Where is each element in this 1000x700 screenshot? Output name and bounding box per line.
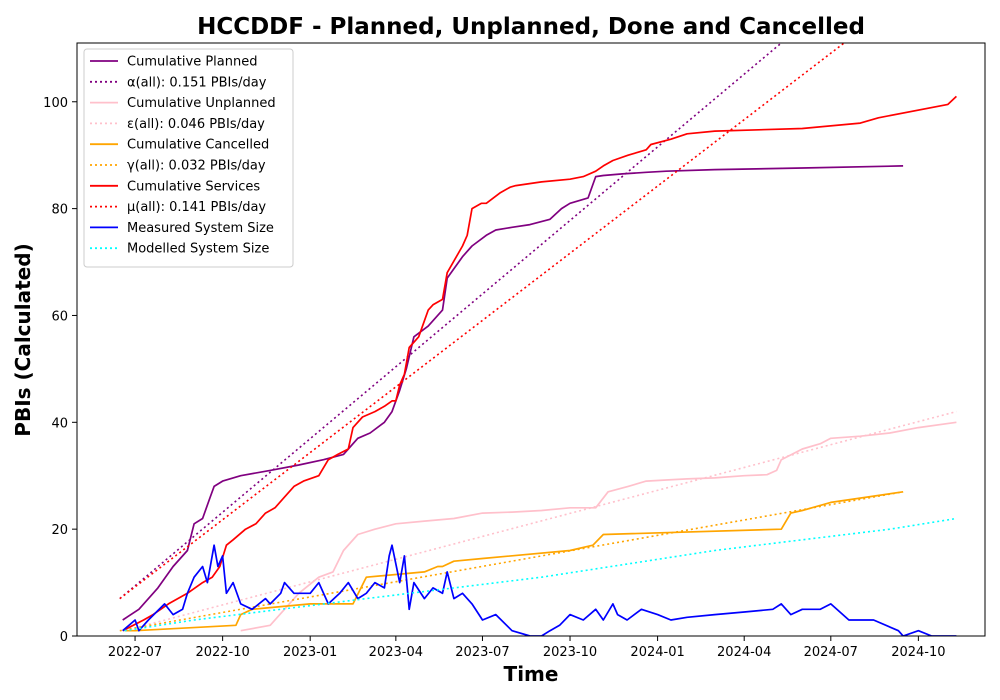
legend-label-cumulative-cancelled: Cumulative Cancelled bbox=[127, 138, 269, 153]
x-tick-label: 2023-10 bbox=[543, 645, 597, 660]
series-line-all-0-151-pbis-day bbox=[119, 43, 782, 600]
series-line-cumulative-unplanned bbox=[240, 421, 957, 632]
x-tick-label: 2022-07 bbox=[108, 645, 162, 660]
legend-box bbox=[83, 48, 294, 268]
legend-label-all-0-032-pbis-day: γ(all): 0.032 PBIs/day bbox=[127, 159, 266, 174]
x-axis-title: Time bbox=[504, 662, 559, 686]
series-line-measured-system-size bbox=[122, 544, 957, 636]
x-tick-label: 2022-10 bbox=[195, 645, 249, 660]
y-tick-label: 40 bbox=[51, 416, 68, 431]
legend-label-all-0-151-pbis-day: α(all): 0.151 PBIs/day bbox=[127, 75, 267, 90]
x-tick-label: 2024-04 bbox=[717, 645, 771, 660]
x-tick-label: 2024-07 bbox=[804, 645, 858, 660]
series-line-cumulative-planned bbox=[122, 165, 904, 621]
legend-label-cumulative-planned: Cumulative Planned bbox=[127, 55, 257, 70]
y-axis: 0 20 40 60 80 100 bbox=[43, 96, 77, 645]
x-tick-label: 2023-07 bbox=[455, 645, 509, 660]
chart-title: HCCDDF - Planned, Unplanned, Done and Ca… bbox=[197, 14, 865, 40]
series-layer bbox=[119, 43, 957, 636]
legend-label-modelled-system-size: Modelled System Size bbox=[127, 242, 269, 257]
y-tick-label: 0 bbox=[60, 630, 68, 645]
legend-label-cumulative-services: Cumulative Services bbox=[127, 179, 260, 194]
legend-label-cumulative-unplanned: Cumulative Unplanned bbox=[127, 96, 276, 111]
y-tick-label: 100 bbox=[43, 96, 68, 111]
series-line-all-0-046-pbis-day bbox=[124, 410, 957, 632]
x-tick-label: 2024-10 bbox=[891, 645, 945, 660]
legend-label-all-0-141-pbis-day: μ(all): 0.141 PBIs/day bbox=[127, 200, 266, 215]
legend-label-measured-system-size: Measured System Size bbox=[127, 221, 274, 236]
x-tick-label: 2023-01 bbox=[283, 645, 337, 660]
x-tick-label: 2023-04 bbox=[369, 645, 423, 660]
series-line-all-0-141-pbis-day bbox=[119, 43, 845, 600]
x-axis: 2022-07 2022-10 2023-01 2023-04 2023-07 2023-… bbox=[108, 636, 946, 660]
y-tick-label: 80 bbox=[51, 203, 68, 218]
plot-frame bbox=[76, 42, 986, 637]
series-line-modelled-system-size bbox=[124, 517, 957, 632]
series-line-cumulative-services bbox=[122, 95, 957, 632]
x-tick-label: 2024-01 bbox=[630, 645, 684, 660]
series-line-cumulative-cancelled bbox=[124, 490, 904, 632]
legend: Cumulative Planned α(all): 0.151 PBIs/day… bbox=[83, 48, 294, 268]
y-tick-label: 20 bbox=[51, 523, 68, 538]
y-tick-label: 60 bbox=[51, 309, 68, 324]
y-axis-title: PBIs (Calculated) bbox=[11, 243, 35, 436]
legend-label-all-0-046-pbis-day: ε(all): 0.046 PBIs/day bbox=[127, 117, 265, 132]
